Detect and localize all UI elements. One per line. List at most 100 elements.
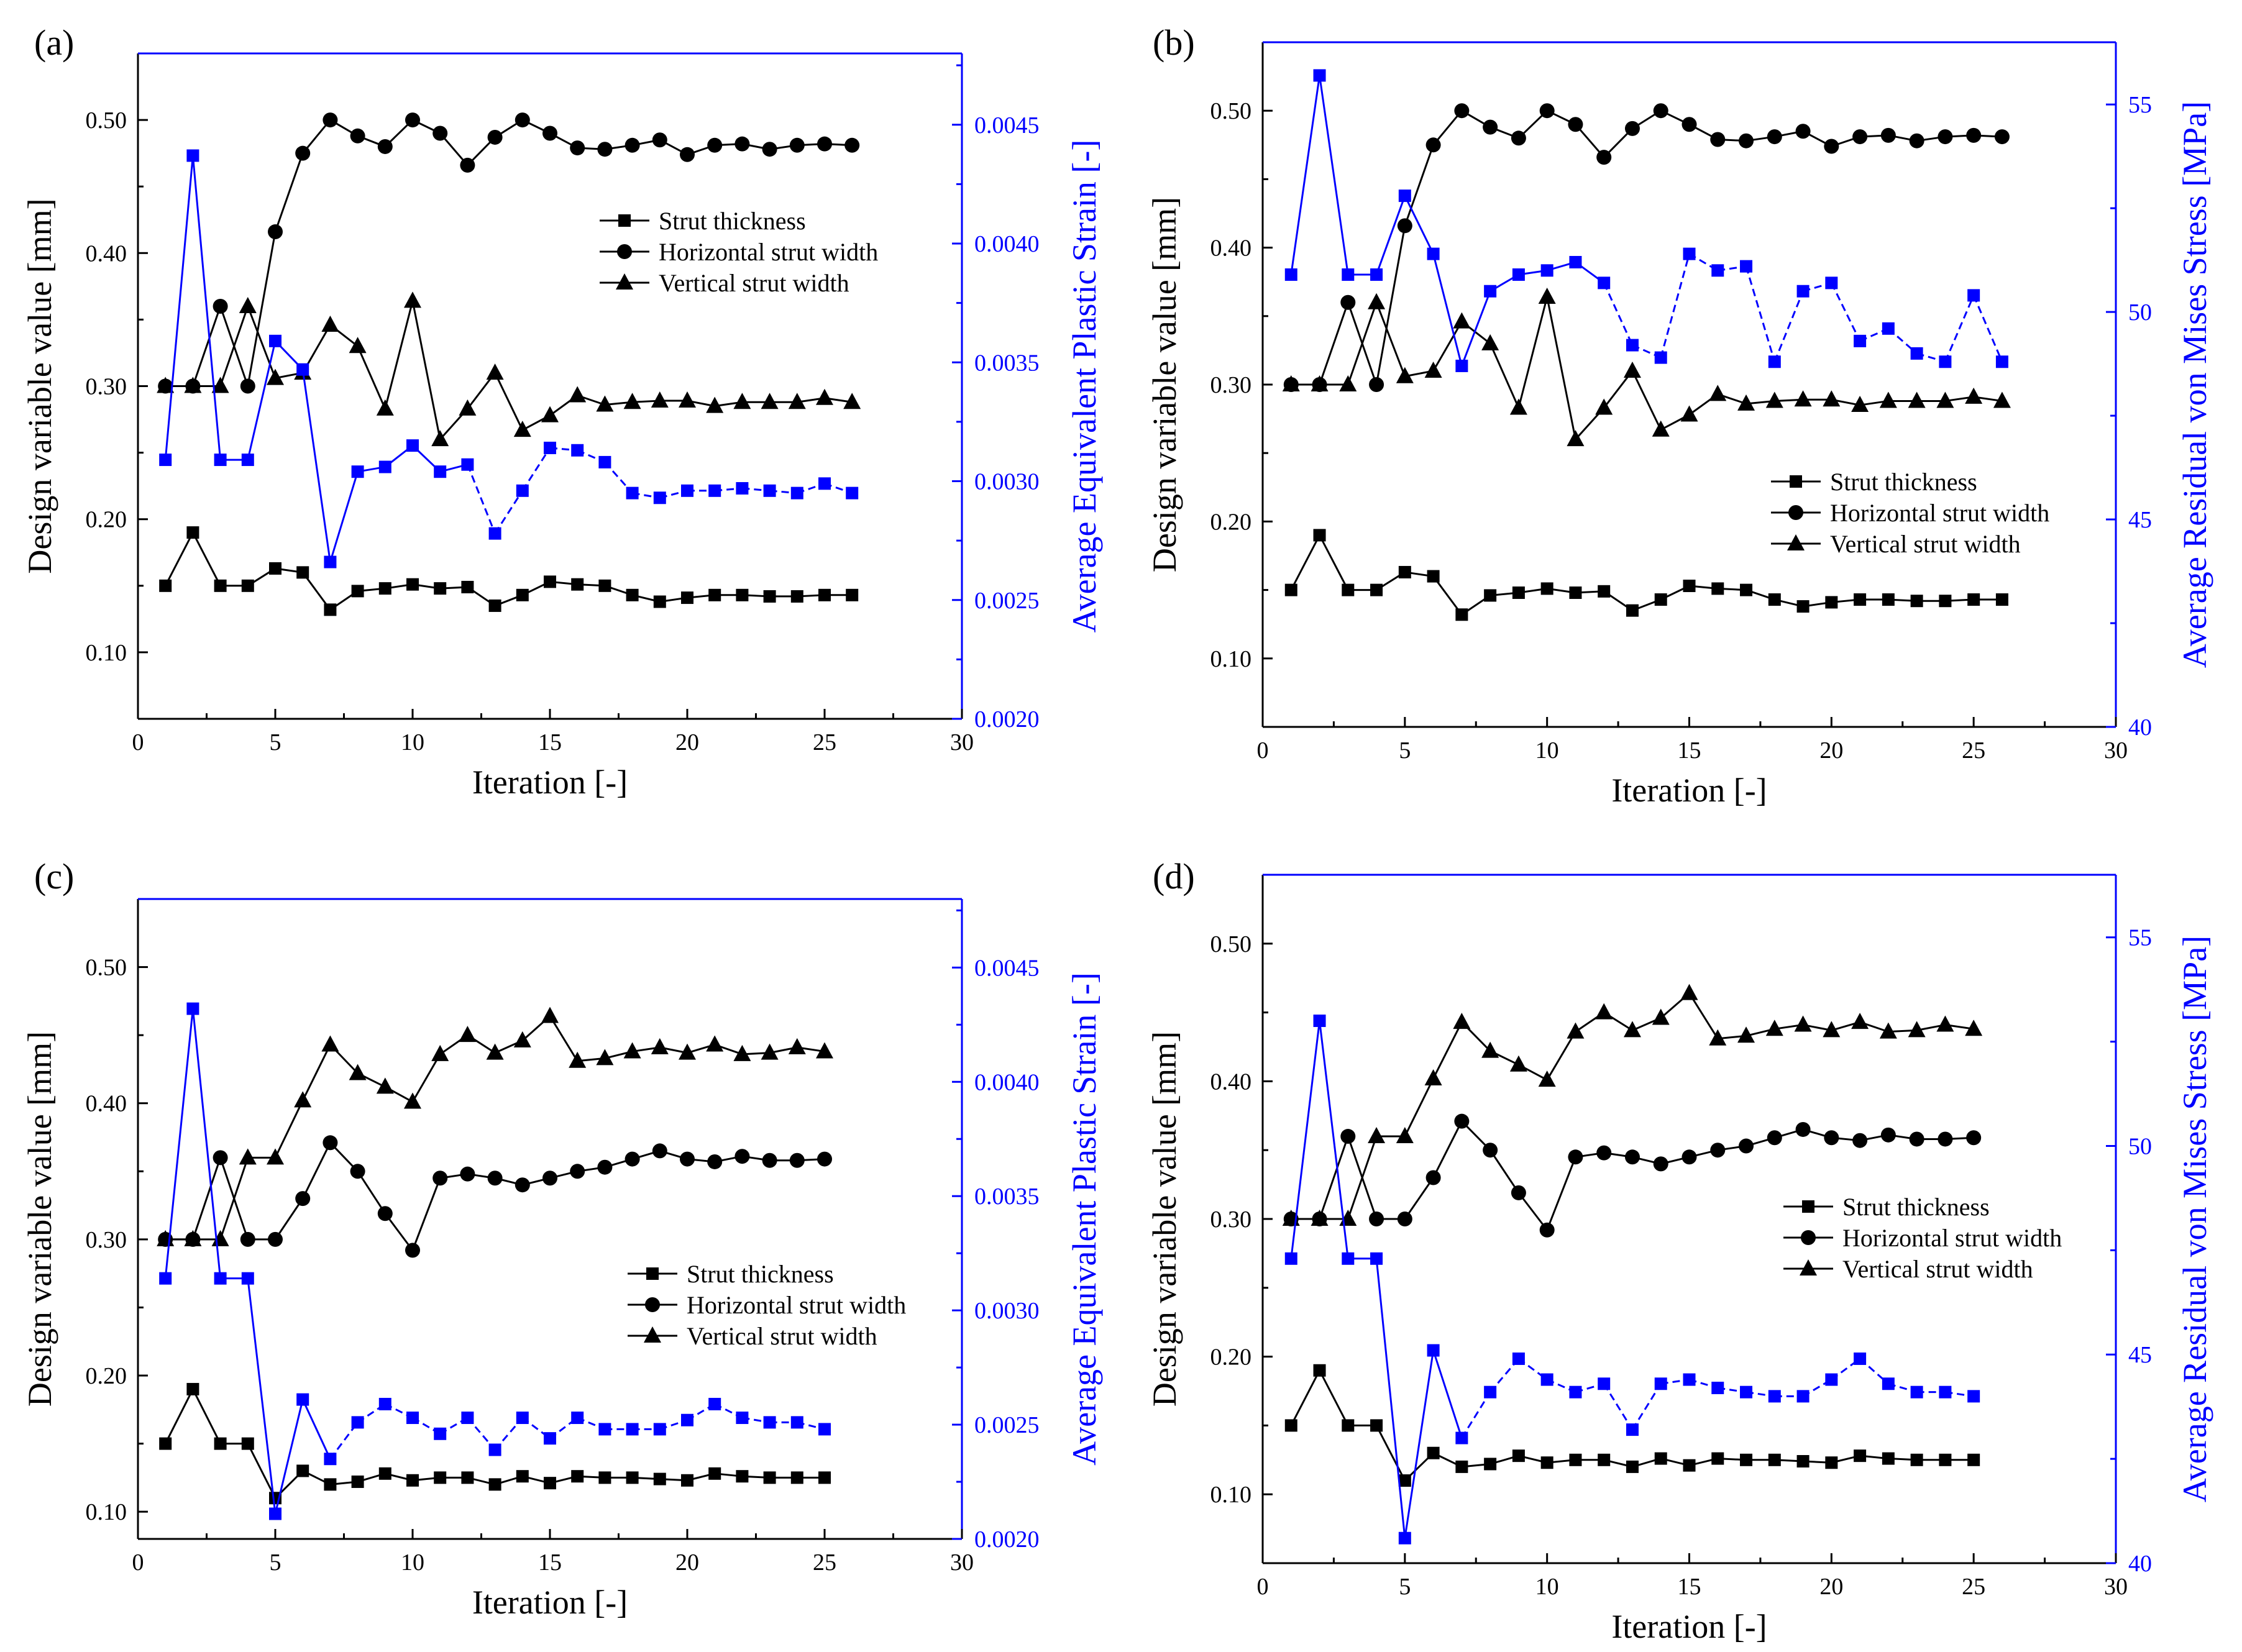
data-point [1484, 589, 1497, 602]
series-line-segment [301, 1142, 331, 1199]
x-tick-label: 20 [1819, 1574, 1843, 1600]
data-point [323, 112, 338, 128]
series-line-segment [1432, 1350, 1463, 1439]
data-point [378, 582, 391, 595]
data-point [324, 1478, 337, 1491]
data-point [159, 454, 172, 467]
data-point [1540, 1456, 1553, 1469]
series-line-segment [521, 447, 551, 491]
series-right-axis-metric [159, 149, 859, 568]
data-point [1737, 1026, 1755, 1043]
x-tick-label: 10 [401, 729, 424, 755]
legend-marker [618, 214, 631, 227]
data-point [434, 1471, 447, 1484]
data-point [241, 454, 254, 467]
data-point [571, 1470, 584, 1483]
data-point [844, 137, 860, 153]
legend-marker [1802, 1200, 1814, 1213]
data-point [213, 298, 228, 314]
data-point [1370, 1419, 1383, 1432]
data-point [790, 1416, 803, 1429]
data-point [1854, 1449, 1867, 1463]
data-point [679, 391, 696, 408]
data-point [706, 396, 724, 413]
legend-label: Strut thickness [659, 207, 806, 235]
data-point [681, 1474, 693, 1487]
data-point [544, 1477, 556, 1490]
legend-marker [1790, 475, 1802, 488]
x-tick-label: 5 [270, 729, 281, 755]
data-point [763, 1416, 776, 1429]
series-line-segment [301, 369, 331, 562]
data-point [1768, 1453, 1781, 1466]
data-point [569, 386, 587, 403]
series-line-segment [191, 155, 222, 460]
data-point [1624, 121, 1640, 136]
data-point [762, 1152, 777, 1168]
data-point [1825, 1456, 1838, 1469]
data-point [541, 406, 559, 422]
y-tick-label: 0.40 [1210, 1069, 1252, 1095]
data-point [432, 125, 448, 141]
series-line-segment [247, 340, 277, 460]
data-point [321, 315, 339, 332]
data-point [460, 157, 475, 173]
x-tick-label: 25 [1962, 737, 1985, 764]
data-point [816, 1042, 833, 1059]
data-point [761, 393, 779, 409]
data-point [681, 591, 693, 605]
series-line-segment [1660, 253, 1690, 358]
data-point [1342, 1252, 1355, 1265]
y2-tick-label: 0.0025 [974, 588, 1040, 614]
series-strut-thickness [159, 1382, 831, 1505]
series-line-segment [191, 1157, 222, 1240]
x-tick-label: 15 [1678, 1574, 1701, 1600]
data-point [733, 393, 751, 409]
data-point [1851, 1013, 1869, 1029]
data-point [1765, 1020, 1783, 1036]
y2-tick-label: 0.0035 [974, 1184, 1040, 1210]
y-tick-label: 0.50 [86, 955, 127, 981]
data-point [1680, 405, 1698, 422]
data-point [269, 562, 281, 575]
data-point [1767, 1130, 1782, 1146]
data-point [351, 1416, 364, 1429]
data-point [1882, 1377, 1895, 1390]
series-line-segment [1319, 1370, 1349, 1426]
data-point [461, 1412, 474, 1425]
data-point [1425, 1170, 1441, 1185]
data-point [1966, 127, 1982, 143]
data-point [1654, 1452, 1667, 1465]
data-point [708, 1397, 721, 1410]
series-line-segment [1404, 1078, 1434, 1137]
x-axis-label: Iteration [-] [472, 1584, 628, 1621]
series-line-segment [1432, 321, 1463, 372]
x-tick-label: 0 [132, 1549, 144, 1576]
data-point [241, 579, 254, 592]
data-point [434, 582, 447, 595]
series-line-segment [384, 301, 414, 409]
data-point [350, 128, 365, 144]
data-point [296, 1393, 309, 1406]
series-line-segment [1375, 226, 1406, 385]
x-tick-label: 5 [270, 1549, 281, 1576]
y-tick-label: 0.50 [1210, 98, 1252, 124]
series-line-segment [1432, 1021, 1463, 1079]
data-point [1370, 583, 1383, 596]
data-point [1424, 1069, 1442, 1085]
data-point [1879, 391, 1897, 408]
data-point [679, 1043, 696, 1060]
data-point [1623, 361, 1641, 378]
data-point [736, 1412, 749, 1425]
y-tick-label: 0.10 [86, 1499, 127, 1525]
legend-marker [646, 1267, 659, 1280]
data-point [1939, 595, 1952, 608]
data-point [1398, 565, 1411, 578]
series-vertical-strut-width [1282, 983, 1983, 1226]
series-line-segment [1546, 296, 1576, 440]
data-point [734, 1149, 750, 1164]
x-tick-label: 0 [132, 729, 144, 755]
data-point [707, 137, 723, 153]
data-point [431, 430, 449, 447]
